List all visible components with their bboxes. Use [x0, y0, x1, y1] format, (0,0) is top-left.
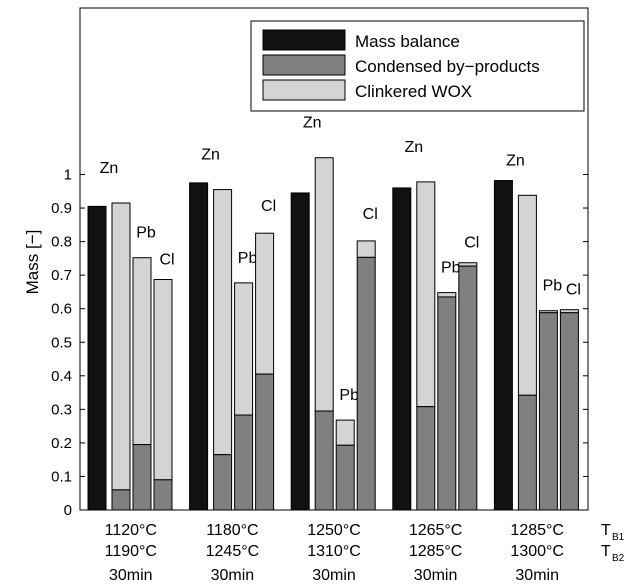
element-label: Cl: [566, 282, 581, 299]
x-label-time: 30min: [211, 567, 255, 584]
bar-clinkered: [335, 419, 355, 446]
element-label: Cl: [261, 198, 276, 215]
x-label-tb1: 1180°C: [206, 522, 258, 539]
axis-row-label-tb1-sub: B1: [612, 532, 625, 543]
bar-clinkered: [234, 282, 254, 416]
bar-condensed: [517, 394, 537, 511]
bar-mass-balance: [87, 205, 107, 511]
element-label: Zn: [303, 115, 322, 132]
bar-condensed: [559, 312, 579, 511]
element-label: Pb: [543, 278, 563, 295]
y-tick-label: 0.2: [51, 435, 72, 452]
x-label-tb1: 1285°C: [510, 522, 564, 539]
y-tick-label: 0.8: [51, 234, 72, 251]
bar-condensed: [538, 312, 558, 511]
axis-row-label-tb2-main: T: [601, 543, 611, 560]
element-label: Zn: [100, 160, 119, 177]
bar-clinkered: [356, 240, 376, 258]
bar-clinkered: [153, 279, 173, 481]
legend-swatch-clinkered: [262, 79, 346, 101]
legend-swatch-mass-balance: [262, 29, 346, 51]
bar-condensed: [153, 479, 173, 511]
element-label: Pb: [441, 260, 461, 277]
y-tick-label: 1: [64, 167, 72, 184]
bar-mass-balance: [392, 187, 412, 511]
bar-condensed: [437, 296, 457, 511]
legend: Mass balance Condensed by−products Clink…: [250, 20, 585, 112]
bar-clinkered: [458, 262, 478, 267]
x-label-time: 30min: [515, 567, 559, 584]
element-label: Zn: [201, 147, 220, 164]
bar-clinkered: [416, 181, 436, 408]
y-tick-label: 0.3: [51, 401, 72, 418]
x-label-tb2: 1285°C: [409, 543, 463, 560]
axis-row-label-tb1-main: T: [601, 522, 611, 539]
bar-clinkered: [517, 194, 537, 396]
element-label: Cl: [363, 206, 378, 223]
axis-row-label-tb2-sub: B2: [612, 553, 625, 564]
bar-condensed: [335, 444, 355, 511]
element-label: Zn: [506, 152, 525, 169]
element-label: Pb: [339, 387, 359, 404]
y-tick-label: 0.9: [51, 200, 72, 217]
bar-mass-balance: [189, 182, 209, 511]
bar-mass-balance: [493, 180, 513, 511]
bar-mass-balance: [290, 192, 310, 511]
x-label-time: 30min: [109, 567, 153, 584]
x-label-tb2: 1310°C: [307, 543, 361, 560]
legend-label-clinkered: Clinkered WOX: [355, 82, 472, 101]
y-tick-label: 0: [64, 502, 72, 519]
y-tick-label: 0.4: [51, 368, 72, 385]
x-label-tb2: 1300°C: [510, 543, 564, 560]
bar-clinkered: [111, 202, 131, 491]
x-label-time: 30min: [414, 567, 458, 584]
x-label-tb2: 1190°C: [105, 543, 157, 560]
bar-condensed: [458, 265, 478, 511]
axis-row-label-tb2: T B2: [601, 543, 625, 564]
axis-row-label-tb1: T B1: [601, 522, 625, 543]
element-label: Pb: [238, 250, 258, 267]
element-label: Pb: [136, 225, 156, 242]
x-label-time: 30min: [312, 567, 356, 584]
x-label-tb1: 1265°C: [409, 522, 463, 539]
element-label: Cl: [159, 252, 174, 269]
y-tick-label: 0.7: [51, 267, 72, 284]
bar-clinkered: [437, 292, 457, 298]
y-tick-label: 0.5: [51, 334, 72, 351]
bar-clinkered: [314, 157, 334, 412]
legend-label-mass-balance: Mass balance: [355, 32, 460, 51]
y-axis-label: Mass [−]: [23, 230, 42, 295]
bar-clinkered: [213, 189, 233, 456]
bar-condensed: [132, 444, 152, 511]
bar-condensed: [356, 256, 376, 511]
legend-label-condensed: Condensed by−products: [355, 57, 540, 76]
y-tick-label: 0.1: [51, 468, 72, 485]
legend-swatch-condensed: [262, 54, 346, 76]
x-label-tb2: 1245°C: [206, 543, 260, 560]
y-tick-label: 0.6: [51, 301, 72, 318]
bar-condensed: [255, 373, 275, 511]
bar-condensed: [416, 406, 436, 511]
element-label: Zn: [404, 139, 423, 156]
bar-condensed: [234, 414, 254, 511]
x-label-tb1: 1120°C: [105, 522, 157, 539]
element-label: Cl: [464, 235, 479, 252]
x-label-tb1: 1250°C: [307, 522, 361, 539]
bar-condensed: [314, 410, 334, 511]
bar-clinkered: [132, 257, 152, 446]
bar-clinkered: [255, 232, 275, 375]
bar-condensed: [111, 489, 131, 511]
chart-marks: 00.10.20.30.40.50.60.70.80.91 ZnPbCl1120°…: [51, 115, 588, 584]
bar-condensed: [213, 454, 233, 511]
